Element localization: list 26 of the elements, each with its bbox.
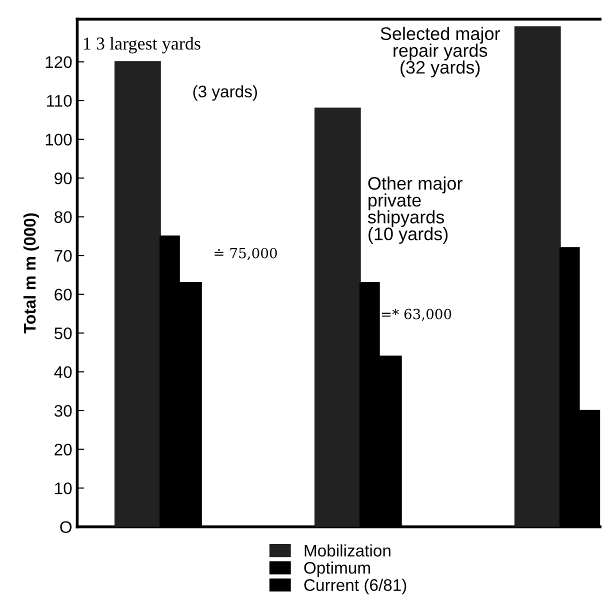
y-tick-label: 90 (54, 172, 72, 184)
annotation: ≐ 75,000 (214, 248, 277, 260)
y-tick-label: 80 (54, 211, 72, 224)
y-tick-label: 10 (55, 482, 72, 494)
y-tick-label: 40 (54, 366, 72, 378)
y-tick-label: 60 (54, 288, 72, 301)
y-axis-title: Total m m (000) (23, 213, 39, 334)
y-tick-label: O (60, 521, 72, 534)
annotation: 1 3 largest yards (84, 36, 200, 54)
bar (314, 108, 361, 527)
y-tick-label: 120 (46, 56, 72, 68)
y-tick-label: 110 (47, 94, 72, 107)
y-tick-label: 100 (46, 134, 72, 146)
annotation: =* 63,000 (382, 308, 452, 321)
legend-label: Optimum (304, 562, 370, 578)
legend-label: Current (6/81) (304, 578, 406, 594)
bar (114, 61, 161, 527)
annotation: Other major private shipyards (10 yards) (368, 176, 462, 244)
bar (514, 26, 561, 527)
y-tick-label: 50 (54, 327, 72, 340)
y-tick-label: 30 (54, 404, 72, 417)
annotation: (3 yards) (193, 85, 257, 101)
legend-label: Mobilization (304, 544, 390, 557)
y-tick-label: 20 (54, 444, 72, 456)
y-tick-label: 70 (54, 250, 72, 262)
annotation: Selected major repair yards (32 yards) (380, 26, 500, 78)
